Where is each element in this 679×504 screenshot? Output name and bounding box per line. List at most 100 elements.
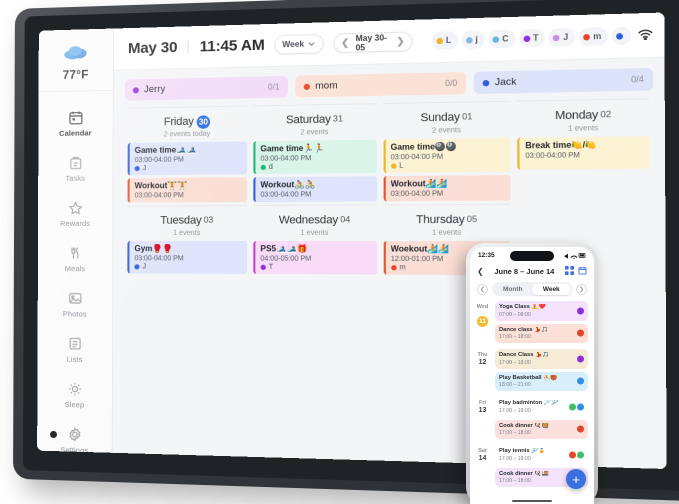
sidebar-item-sleep[interactable]: Sleep [37, 371, 112, 418]
add-event-fab[interactable]: + [566, 469, 586, 489]
event-attendee: J [134, 263, 242, 271]
cloud-icon [39, 43, 113, 66]
sidebar: 77°F Calendar [37, 28, 114, 455]
sidebar-item-label: Lists [66, 354, 83, 364]
attendee-dot-icon [134, 166, 140, 172]
sidebar-item-photos[interactable]: Photos [38, 281, 113, 327]
agenda-event-time: 17:00 – 18:00 [499, 478, 531, 484]
agenda-event[interactable]: Dance class 💃🎵 17:00 – 18:00 [495, 323, 588, 343]
agenda-avatars [577, 425, 584, 433]
chip-dot-icon [553, 34, 560, 41]
day-name: Thursday [416, 213, 465, 227]
event-card[interactable]: Gym🥊🥊 03:00-04:00 PM J [127, 240, 247, 275]
chevron-left-icon[interactable]: ❮ [477, 267, 484, 276]
sidebar-item-tasks[interactable]: Tasks [38, 145, 112, 191]
phone-agenda-list: Wed 11 Yoga Class 🧘❤️ 07:00 – 08:00 Danc… [470, 301, 594, 490]
day-header[interactable]: Sunday 01 2 events [382, 100, 511, 140]
filter-chip[interactable]: j [461, 30, 485, 49]
filter-chip[interactable]: m [578, 27, 609, 46]
avatar [577, 329, 584, 337]
event-time: 03:00-04:00 PM [134, 254, 184, 263]
event-card[interactable]: Game time🏃🏃 03:00-04:00 PM d [253, 139, 377, 175]
day-header[interactable]: Tuesday 03 1 events [127, 204, 247, 241]
agenda-day-row: Fri 13 Play badminton 🏸🎾 17:00 – 18:00 C… [474, 397, 588, 442]
avatar [577, 403, 584, 411]
agenda-event[interactable]: Play badminton 🏸🎾 17:00 – 18:00 [495, 397, 588, 417]
sidebar-item-label: Rewards [60, 218, 91, 228]
member-chip-jerry[interactable]: Jerry 0/1 [124, 75, 288, 101]
filter-chip[interactable]: L [431, 31, 458, 50]
week-row: Friday 30 2 events today Game time🎿🎿 03:0… [125, 98, 654, 205]
agenda-event[interactable]: Dance Class 💃🎵 17:00 – 18:00 [495, 349, 588, 369]
agenda-daynum-highlight: 11 [477, 316, 488, 327]
chip-dot-icon [616, 32, 624, 40]
avatar [568, 451, 576, 459]
chevron-left-icon[interactable]: ❮ [341, 37, 350, 48]
phone-status-time: 12:35 [478, 252, 495, 259]
event-time: 04:00-05:00 PM [260, 255, 312, 263]
grid-view-icon[interactable] [565, 266, 574, 277]
day-number: 03 [203, 214, 214, 225]
filter-chip[interactable]: J [548, 27, 576, 47]
day-event-count: 2 events [431, 126, 461, 135]
event-title: Break time🍋/🍋 [525, 139, 597, 151]
agenda-event[interactable]: Cook dinner 🍳🥘 17:00 – 18:00 [495, 419, 588, 439]
weather-widget[interactable]: 77°F [38, 34, 113, 93]
event-card[interactable]: Workout🏄🏄 03:00-04:00 PM [383, 175, 511, 202]
attendee-label: J [142, 165, 147, 173]
agenda-event[interactable]: Yoga Class 🧘❤️ 07:00 – 08:00 [495, 301, 588, 321]
sidebar-item-calendar[interactable]: Calendar [38, 100, 112, 146]
filter-chip[interactable]: T [518, 28, 546, 48]
event-card[interactable]: Game time🎱🎱 03:00-04:00 PM L [383, 137, 511, 174]
day-header[interactable]: Monday 02 1 events [517, 98, 650, 138]
agenda-event[interactable]: Play Basketball ⛹️🏀 18:00 – 21:00 [495, 371, 588, 391]
day-number-today: 30 [196, 115, 211, 129]
day-header[interactable]: Wednesday 04 1 events [253, 204, 377, 241]
phone-nav-bar: ❮ June 8 – June 14 [470, 264, 594, 280]
agenda-day-label: Wed 11 [474, 301, 491, 346]
event-time: 03:00-04:00 PM [260, 191, 312, 199]
agenda-day-label: Fri 13 [474, 397, 491, 442]
sidebar-item-meals[interactable]: Meals [38, 236, 113, 281]
calendar-app: 77°F Calendar [37, 12, 667, 470]
event-time: 03:00-04:00 PM [390, 153, 444, 162]
view-selector[interactable]: Week [273, 33, 325, 55]
agenda-event[interactable]: Play tennis 🎾🏅 17:00 – 18:00 [495, 445, 588, 465]
agenda-daynum: 12 [478, 359, 487, 366]
event-card[interactable]: Game time🎿🎿 03:00-04:00 PM J [127, 141, 247, 176]
calendar-icon[interactable] [578, 266, 587, 277]
agenda-avatars [577, 377, 584, 385]
member-count: 0/4 [631, 74, 644, 85]
day-header[interactable]: Thursday 05 1 events [383, 203, 512, 241]
chevron-right-icon[interactable]: ❯ [396, 35, 405, 47]
segment-week[interactable]: Week [532, 283, 571, 295]
event-card[interactable]: Workout🏋️🏋️ 03:00-04:00 PM [127, 177, 247, 203]
lists-icon [67, 335, 83, 351]
event-card[interactable]: PS5🎿🎿🎁 04:00-05:00 PM T [253, 240, 377, 275]
day-header[interactable]: Friday 30 2 events today [127, 105, 247, 143]
camera-sensor-dot [50, 430, 57, 439]
member-chip-mom[interactable]: mom 0/0 [295, 71, 467, 98]
sidebar-item-label: Sleep [64, 399, 85, 410]
day-header[interactable]: Saturday 31 2 events [253, 103, 377, 142]
filter-chip[interactable]: C [487, 29, 516, 49]
tasks-icon [67, 155, 83, 171]
filter-chip[interactable] [611, 26, 632, 46]
day-column-monday: Monday 02 1 events Break time🍋/🍋 03:00-04… [514, 98, 654, 204]
chevron-left-icon[interactable]: ❮ [477, 283, 488, 295]
tablet-device: 77°F Calendar [13, 0, 679, 502]
agenda-weekday: Thu [477, 352, 488, 358]
sidebar-item-lists[interactable]: Lists [37, 326, 112, 372]
agenda-events: Dance Class 💃🎵 17:00 – 18:00 Play Basket… [495, 349, 588, 394]
member-chip-jack[interactable]: Jack 0/4 [473, 67, 654, 94]
week-range-label: May 30-05 [355, 32, 388, 53]
segment-month[interactable]: Month [503, 285, 523, 293]
day-number: 05 [466, 213, 478, 224]
event-card[interactable]: Break time🍋/🍋 03:00-04:00 PM [517, 136, 651, 170]
chevron-right-icon[interactable]: ❯ [576, 283, 587, 295]
agenda-weekday: Fri [478, 400, 487, 406]
member-dot-icon [303, 83, 310, 90]
chip-dot-icon [436, 37, 443, 44]
sidebar-item-rewards[interactable]: Rewards [38, 191, 113, 236]
event-card[interactable]: Workout🚴🚴 03:00-04:00 PM [253, 176, 377, 202]
